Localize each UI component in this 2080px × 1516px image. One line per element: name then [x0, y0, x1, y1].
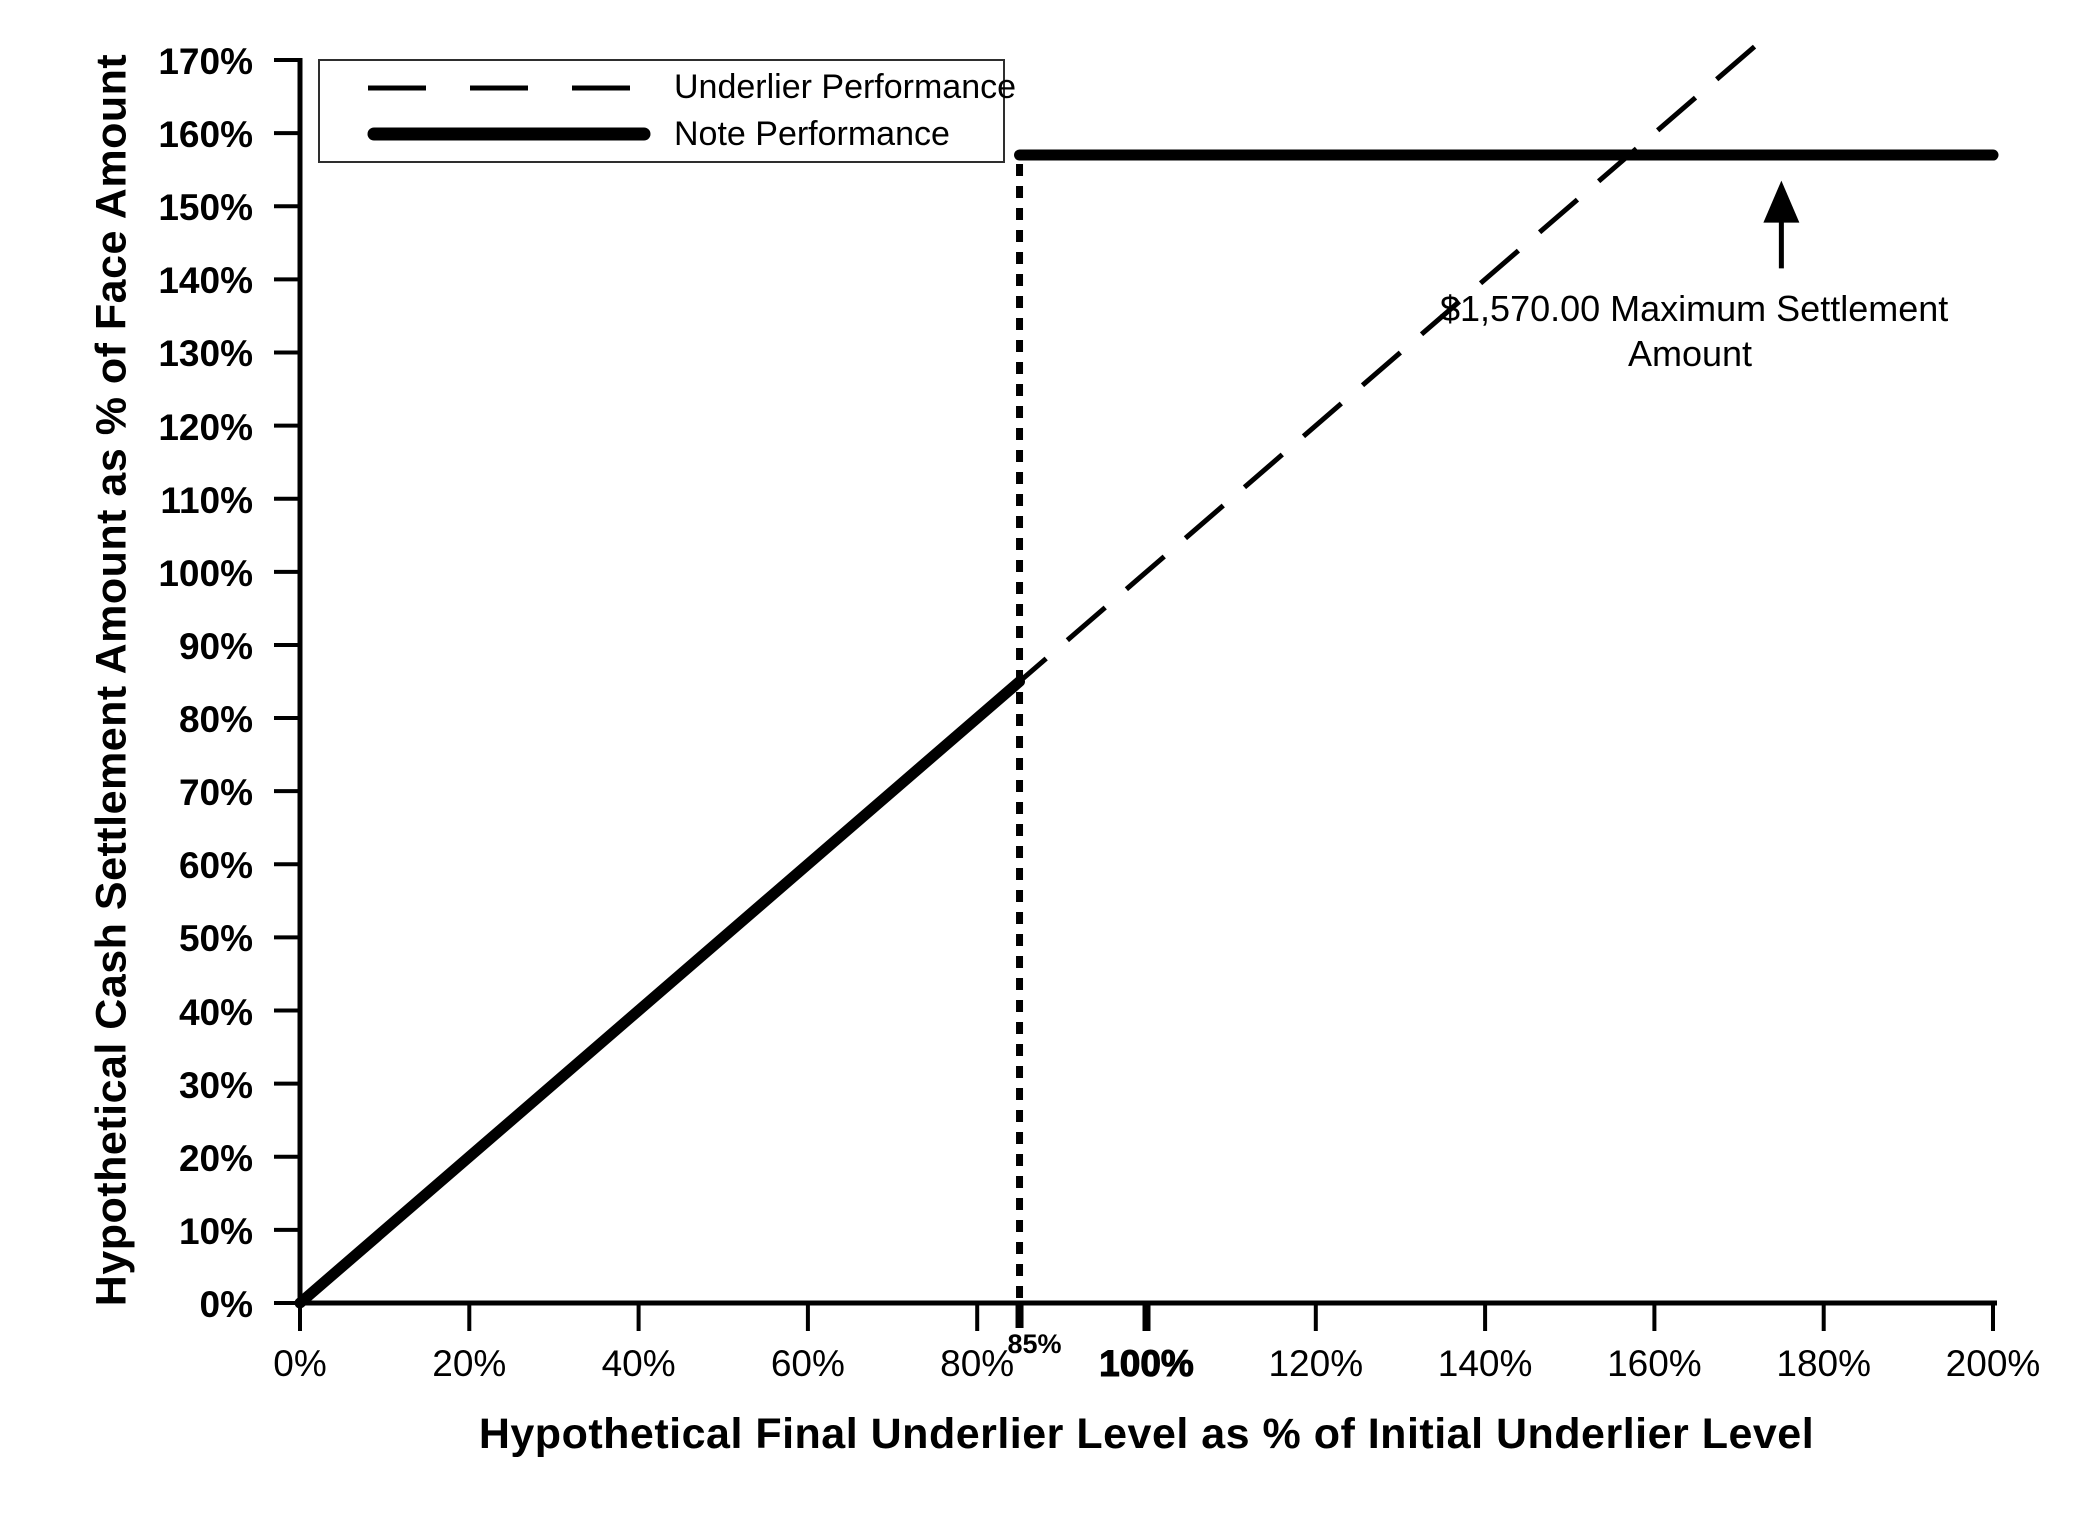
x-tick-label: 180%: [1776, 1343, 1872, 1384]
y-tick-label: 170%: [158, 41, 253, 82]
y-tick-label: 0%: [199, 1284, 253, 1325]
y-axis-title: Hypothetical Cash Settlement Amount as %…: [87, 53, 136, 1307]
note-performance-line: [294, 676, 1026, 1309]
y-tick-label: 130%: [158, 333, 253, 375]
legend-label-underlier: Underlier Performance: [674, 68, 1017, 107]
x-tick-label: 40%: [601, 1343, 676, 1384]
y-tick-label: 120%: [158, 406, 253, 448]
y-tick-label: 150%: [158, 187, 253, 229]
legend-label-note: Note Performance: [674, 114, 950, 153]
y-tick-label: 100%: [158, 552, 253, 594]
solid-line-icon: [367, 127, 651, 141]
x-tick-label: 20%: [432, 1343, 507, 1384]
y-tick-label: 110%: [160, 479, 253, 521]
x-tick-label: 60%: [770, 1343, 845, 1384]
x-tick-label: 80%: [940, 1343, 1015, 1384]
y-tick-label: 70%: [178, 772, 253, 814]
y-tick-label: 10%: [178, 1210, 253, 1252]
y-tick-label: 40%: [178, 991, 253, 1033]
x-tick-label: 140%: [1437, 1343, 1533, 1384]
y-tick-label: 50%: [178, 918, 253, 960]
x-tick-label: 100%: [1099, 1343, 1195, 1384]
y-tick-label: 140%: [158, 260, 253, 302]
y-tick-label: 60%: [178, 845, 253, 887]
arrow-head-icon: [1763, 180, 1800, 223]
y-tick-label: 80%: [178, 699, 253, 741]
x-tick-label: 0%: [273, 1343, 327, 1384]
legend-entry-note: Note Performance: [320, 111, 1003, 157]
max-settlement-line1: $1,570.00 Maximum Settlement: [1440, 288, 1949, 329]
y-tick-label: 90%: [178, 625, 253, 667]
legend: Underlier Performance Note Performance: [318, 59, 1016, 163]
y-tick-label: 30%: [178, 1064, 253, 1106]
x-tick-label: 200%: [1945, 1343, 2041, 1384]
x-axis-title: Hypothetical Final Underlier Level as % …: [478, 1410, 1815, 1458]
max-settlement-line2: Amount: [1627, 333, 1753, 374]
x-tick-label: 120%: [1268, 1343, 1364, 1384]
y-tick-label: 160%: [158, 114, 253, 156]
legend-entry-underlier: Underlier Performance: [320, 65, 1016, 111]
y-tick-label: 20%: [178, 1137, 253, 1179]
max-settlement-annotation: $1,570.00 Maximum Settlement Amount: [1440, 286, 1949, 376]
dashed-line-icon: [368, 85, 650, 91]
x-tick-label: 160%: [1607, 1343, 1702, 1384]
x-tick-label-85: 85%: [1007, 1329, 1062, 1359]
